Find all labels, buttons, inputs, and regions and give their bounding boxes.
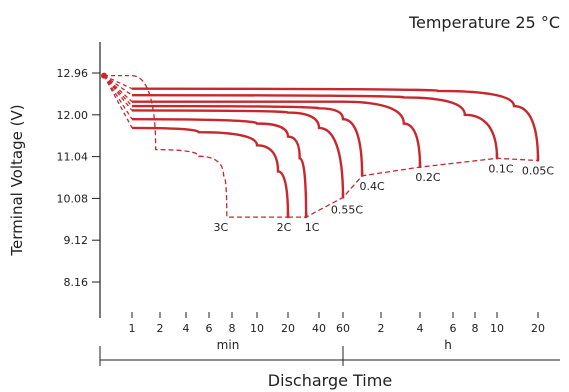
y-axis-label: Terminal Voltage (V) xyxy=(8,104,26,256)
curve-label: 3C xyxy=(213,221,228,234)
curve-label: 1C xyxy=(305,221,320,234)
y-tick-label: 9.12 xyxy=(64,234,89,247)
x-tick-label: 40 xyxy=(312,322,326,335)
curve-label: 0.55C xyxy=(331,204,363,217)
curve-label: 0.1C xyxy=(488,162,513,175)
chart-title: Temperature 25 °C xyxy=(408,13,560,32)
discharge-curve-0_2C xyxy=(132,100,422,168)
curve-label: 2C xyxy=(277,221,292,234)
x-tick-label: 1 xyxy=(129,322,136,335)
discharge-curve-2C xyxy=(131,126,290,218)
start-point xyxy=(101,72,107,79)
x-tick-label: 8 xyxy=(229,322,236,335)
curve-labels: 3C 2C 1C 0.55C 0.4C 0.2C 0.1C 0.05C xyxy=(213,162,554,234)
curve-start-connector xyxy=(103,75,133,90)
discharge-curve-0_1C xyxy=(131,94,499,159)
x-tick-label: 2 xyxy=(378,322,385,335)
x-ticks: 1 2 4 6 8 10 20 40 60 2 4 6 8 10 20 xyxy=(129,312,545,335)
x-unit-h: h xyxy=(444,338,452,352)
discharge-curve-0_4C xyxy=(131,104,364,176)
x-tick-label: 2 xyxy=(157,322,164,335)
curve-label: 0.2C xyxy=(415,171,440,184)
x-tick-label: 60 xyxy=(336,322,350,335)
discharge-curve-0_55C xyxy=(131,109,345,198)
y-ticks: 12.96 12.00 11.04 10.08 9.12 8.16 xyxy=(57,67,100,289)
x-tick-label: 8 xyxy=(472,322,479,335)
discharge-curves xyxy=(101,72,540,219)
x-tick-label: 4 xyxy=(417,322,424,335)
curve-start-connector xyxy=(103,75,133,103)
x-tick-label: 10 xyxy=(490,322,504,335)
x-tick-label: 20 xyxy=(281,322,295,335)
x-tick-label: 4 xyxy=(183,322,190,335)
curve-label: 0.4C xyxy=(360,180,385,193)
y-tick-label: 8.16 xyxy=(64,276,89,289)
x-unit-min: min xyxy=(217,338,240,352)
curve-start-connector xyxy=(103,75,133,129)
curve-label: 0.05C xyxy=(522,165,554,178)
discharge-curve-1C xyxy=(131,118,308,218)
x-axis-label: Discharge Time xyxy=(268,371,392,390)
x-tick-label: 10 xyxy=(250,322,264,335)
y-tick-label: 12.00 xyxy=(57,109,89,122)
curve-start-connector xyxy=(103,75,133,120)
x-tick-label: 20 xyxy=(531,322,545,335)
x-tick-label: 6 xyxy=(206,322,213,335)
discharge-curve-0_05C xyxy=(131,87,540,161)
y-tick-label: 12.96 xyxy=(57,67,89,80)
y-tick-label: 10.08 xyxy=(57,192,89,205)
x-tick-label: 6 xyxy=(450,322,457,335)
curve-start-connector xyxy=(103,75,133,96)
y-tick-label: 11.04 xyxy=(57,151,89,164)
discharge-curve-3C xyxy=(131,74,288,218)
